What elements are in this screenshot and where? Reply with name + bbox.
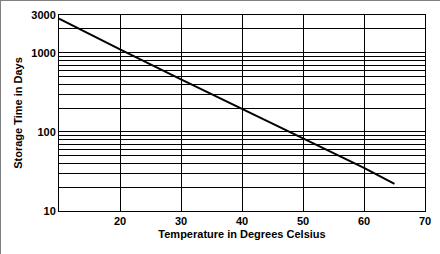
svg-text:Temperature in Degrees Celsius: Temperature in Degrees Celsius bbox=[158, 228, 325, 240]
svg-text:3000: 3000 bbox=[31, 9, 55, 21]
svg-text:60: 60 bbox=[358, 215, 370, 227]
svg-text:40: 40 bbox=[236, 215, 248, 227]
svg-text:50: 50 bbox=[297, 215, 309, 227]
svg-text:70: 70 bbox=[419, 215, 431, 227]
svg-text:100: 100 bbox=[37, 126, 55, 138]
svg-text:Storage Time in Days: Storage Time in Days bbox=[12, 57, 24, 169]
svg-text:30: 30 bbox=[175, 215, 187, 227]
svg-text:1000: 1000 bbox=[31, 47, 55, 59]
svg-text:20: 20 bbox=[114, 215, 126, 227]
svg-text:10: 10 bbox=[44, 205, 56, 217]
